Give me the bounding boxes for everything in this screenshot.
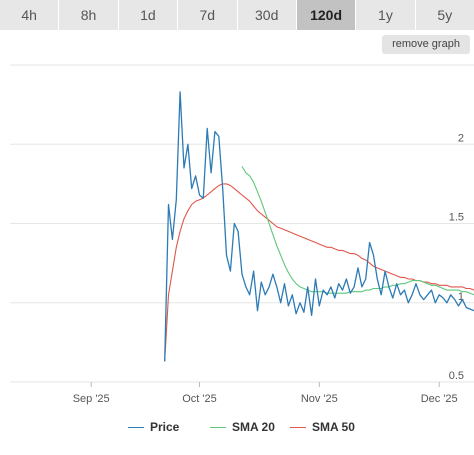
range-tabs: 4h 8h 1d 7d 30d 120d 1y 5y [0, 0, 474, 30]
legend-swatch-price [128, 426, 144, 428]
legend-item-price[interactable]: Price [128, 420, 179, 434]
legend-label-sma20: SMA 20 [232, 420, 275, 434]
x-tick-label: Oct '25 [182, 393, 217, 405]
sma50-line [164, 183, 474, 362]
tab-4h[interactable]: 4h [0, 0, 60, 30]
price-chart: 0.5 1 1.5 2 Sep '25 Oct '25 Nov '25 Dec '25 [10, 64, 474, 405]
legend-swatch-sma20 [210, 426, 226, 428]
tab-8h[interactable]: 8h [59, 0, 119, 30]
tab-1y[interactable]: 1y [356, 0, 416, 30]
legend-item-sma50[interactable]: SMA 50 [290, 420, 355, 434]
tab-7d[interactable]: 7d [178, 0, 238, 30]
tab-1d[interactable]: 1d [119, 0, 179, 30]
series-lines [164, 91, 474, 362]
y-axis-ticks: 0.5 1 1.5 2 [449, 132, 464, 382]
y-tick-label: 1.5 [449, 212, 464, 224]
x-tick-label: Nov '25 [301, 393, 338, 405]
tab-120d[interactable]: 120d [296, 0, 357, 30]
sma20-line [241, 166, 474, 296]
tab-5y[interactable]: 5y [437, 7, 453, 23]
chart-legend: Price SMA 20 SMA 50 [0, 420, 474, 438]
legend-swatch-sma50 [290, 426, 306, 428]
legend-label-sma50: SMA 50 [312, 420, 355, 434]
y-tick-label: 0.5 [449, 370, 464, 382]
tab-30d[interactable]: 30d [238, 0, 297, 30]
grid-lines [10, 64, 474, 383]
y-tick-label: 1 [458, 291, 464, 303]
legend-label-price: Price [150, 420, 180, 434]
x-axis-ticks: Sep '25 Oct '25 Nov '25 Dec '25 [73, 382, 458, 405]
remove-graph-button[interactable]: remove graph [382, 35, 470, 54]
legend-item-sma20[interactable]: SMA 20 [210, 420, 275, 434]
x-tick-label: Sep '25 [73, 393, 110, 405]
y-tick-label: 2 [458, 132, 464, 144]
x-tick-label: Dec '25 [421, 393, 458, 405]
price-line [164, 91, 474, 362]
